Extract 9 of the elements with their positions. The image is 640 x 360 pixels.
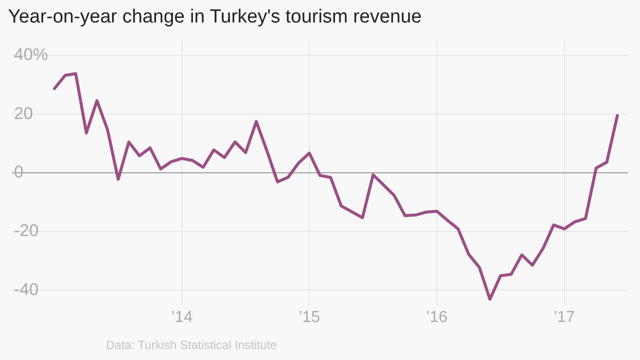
x-tick-label: ’15: [298, 308, 320, 326]
y-tick-label: -40: [14, 280, 39, 299]
chart-title: Year-on-year change in Turkey's tourism revenue: [8, 6, 422, 28]
y-tick-label: 20: [14, 104, 33, 123]
x-tick-label: ’16: [426, 308, 448, 326]
y-tick-label: -20: [14, 221, 39, 240]
y-tick-label: 40%: [14, 45, 48, 64]
x-tick-label: ’14: [171, 308, 193, 326]
x-tick-label: ’17: [554, 308, 576, 326]
